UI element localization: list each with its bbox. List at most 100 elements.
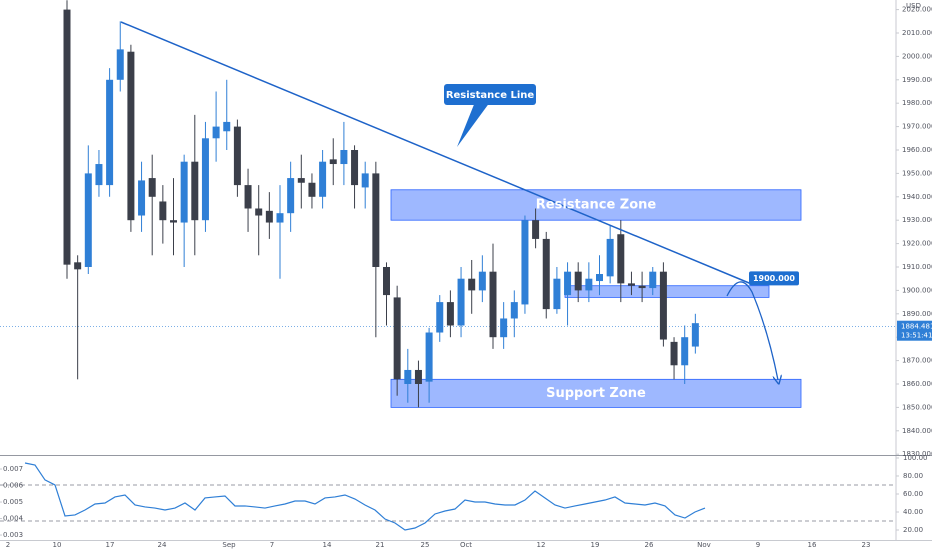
y-tick-label-left: 0.006 [3,482,24,490]
y2-tick-label: 80.00 [903,472,923,480]
y-tick-label: 1980.000 [902,99,932,107]
callout-box [444,84,536,105]
candle-body [361,173,369,188]
x-tick-label: Sep [222,541,236,549]
trend-line [120,21,751,285]
x-tick-label: 2 [6,541,10,549]
y-tick-label: 1840.000 [902,427,932,435]
x-tick-label: 19 [591,541,600,549]
last-price-box [897,320,932,341]
candle-body [468,278,476,291]
y-tick-label: 2000.000 [902,52,932,60]
candle-body [393,297,401,380]
x-tick-label: Nov [697,541,711,549]
candle-body [649,271,657,289]
candle-body [233,126,241,186]
indicator-pane [0,462,896,531]
x-tick-label: 24 [158,541,167,549]
y-tick-label: 1940.000 [902,193,932,201]
projection-arrow [726,281,778,380]
countdown-label: 13:51:41 [901,332,932,340]
y-tick-label: 1990.000 [902,76,932,84]
y-tick-label: 1960.000 [902,146,932,154]
zone-label: Resistance Zone [536,197,657,212]
candle-body [564,271,572,296]
y-tick-label: 2020.000 [902,6,932,14]
y2-tick-label: 20.00 [903,526,923,534]
axes: 1830.000 1840.000 1850.000 1860.000 1870.000… [0,6,932,549]
candle-body [170,220,177,223]
y2-tick-label: 60.00 [903,490,923,498]
candle-body [159,201,167,221]
candle-body [414,369,422,384]
callout-pointer [457,102,490,147]
x-tick-label: 9 [756,541,760,549]
zone [390,378,802,408]
y-tick-label-left: 0.003 [3,531,23,539]
candle-body [106,79,114,186]
candle-body [180,161,188,223]
candle-body [276,213,284,223]
candle-body [457,278,465,326]
x-tick-label: 17 [106,541,115,549]
y-tick-label: 1920.000 [902,240,932,248]
y-tick-label: 1860.000 [902,380,932,388]
candle-body [148,178,156,197]
candle-body [212,126,220,139]
candle-body [351,149,359,186]
callout-label: Resistance Line [446,90,535,101]
y-tick-label: 1970.000 [902,123,932,131]
candle-body [138,180,146,216]
y-tick-label: 1870.000 [902,357,932,365]
y-tick-label: 1930.000 [902,216,932,224]
candle-body [638,285,646,289]
candle-body [372,173,380,267]
candle-body [542,238,550,310]
y-tick-label: 1900.000 [902,286,932,294]
candle-body [446,302,454,326]
candle-body [191,161,199,221]
y-tick-label: 1830.000 [902,450,932,458]
x-tick-label: 7 [270,541,274,549]
candle-body [201,138,209,221]
candle-body [425,332,433,382]
y2-tick-label: 40.00 [903,508,923,516]
y-tick-label: 1950.000 [902,169,932,177]
y2-tick-label: 100.00 [903,454,928,462]
candle-body [627,283,635,286]
y-tick-label: 1890.000 [902,310,932,318]
currency-label: USD [906,2,921,10]
candle-body [553,278,561,310]
candle-body [297,178,305,183]
last-price-label: 1884.481 [901,323,932,331]
candle-body [319,161,327,197]
x-tick-label: 16 [808,541,817,549]
x-tick-label: Oct [460,541,472,549]
candle-body [510,302,518,319]
candle-body [681,337,689,366]
candle-body [84,173,92,267]
candle-body [585,278,593,291]
zone [564,285,770,298]
candle-body [670,341,678,366]
candle-body [606,238,614,277]
candle-body [244,185,252,209]
zone [390,189,802,221]
candle-body [383,266,390,296]
y-tick-label: 1910.000 [902,263,932,271]
x-tick-label: 21 [376,541,385,549]
candle-body [223,121,231,132]
candle-body [596,274,603,282]
candle-body [691,323,699,347]
target-label: 1900.000 [753,274,795,283]
candle-body [340,149,348,165]
y-tick-label: 2010.000 [902,29,932,37]
candle-body [308,182,316,197]
candle-body [532,220,540,239]
x-tick-label: 25 [421,541,430,549]
x-tick-label: 26 [645,541,654,549]
candle-body [478,271,486,291]
x-tick-label: 14 [323,541,332,549]
main-pane: Resistance Line Resistance Zone Support Zo… [0,0,896,408]
